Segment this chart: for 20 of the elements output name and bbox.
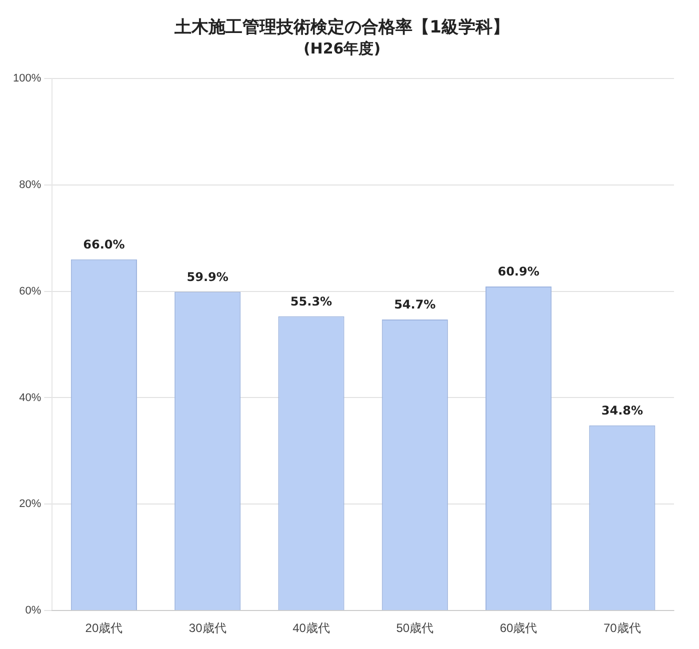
y-tick-label: 80% (19, 178, 42, 191)
data-label: 34.8% (601, 404, 643, 418)
x-tick-label: 60歳代 (500, 621, 538, 636)
y-tick-label: 20% (19, 498, 42, 510)
data-label: 60.9% (498, 264, 540, 279)
y-tick-label: 60% (19, 285, 42, 298)
data-label: 54.7% (394, 298, 436, 312)
data-label: 66.0% (83, 237, 125, 252)
chart-subtitle: (H26年度) (303, 39, 381, 58)
data-label: 59.9% (186, 270, 228, 284)
x-tick-label: 50歳代 (396, 621, 434, 636)
y-tick-label: 0% (25, 604, 42, 617)
x-tick-label: 30歳代 (188, 621, 226, 636)
y-tick-label: 40% (19, 392, 42, 404)
chart-title: 土木施工管理技術検定の合格率【1級学科】 (174, 18, 510, 38)
x-tick-label: 20歳代 (85, 621, 123, 636)
x-tick-label: 40歳代 (292, 621, 330, 636)
data-label: 55.3% (290, 294, 332, 308)
x-tick-label: 70歳代 (604, 621, 641, 636)
y-tick-label: 100% (12, 72, 42, 84)
